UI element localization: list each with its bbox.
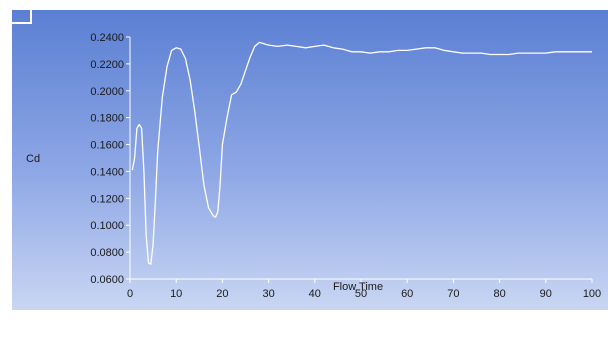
chart-svg: 0.0600 0.0800 0.1000 0.1200 0.1400 0.1600 0.18… bbox=[26, 32, 601, 300]
y-tick-label: 0.0600 bbox=[90, 274, 124, 286]
x-tick-label: 80 bbox=[493, 288, 505, 300]
axes bbox=[129, 37, 592, 280]
y-tick-label: 0.1600 bbox=[90, 140, 124, 152]
x-tick-label: 20 bbox=[216, 288, 228, 300]
x-tick-label: 30 bbox=[262, 288, 274, 300]
corner-mark bbox=[12, 10, 32, 24]
series-line bbox=[131, 41, 592, 265]
x-tick-label: 70 bbox=[447, 288, 459, 300]
y-tick-label: 0.2200 bbox=[90, 59, 124, 71]
x-tick-label: 100 bbox=[583, 288, 601, 300]
y-tick-label: 0.1200 bbox=[90, 193, 124, 205]
y-tick-label: 0.2000 bbox=[90, 86, 124, 98]
y-axis-ticks: 0.0600 0.0800 0.1000 0.1200 0.1400 0.1600 0.18… bbox=[90, 32, 130, 286]
x-tick-label: 50 bbox=[355, 288, 367, 300]
y-tick-label: 0.1800 bbox=[90, 113, 124, 125]
x-tick-label: 0 bbox=[127, 288, 133, 300]
x-tick-label: 90 bbox=[540, 288, 552, 300]
x-tick-label: 10 bbox=[170, 288, 182, 300]
x-axis-label: Flow Time bbox=[333, 281, 383, 293]
x-tick-label: 40 bbox=[309, 288, 321, 300]
y-tick-label: 0.1000 bbox=[90, 220, 124, 232]
y-axis-label: Cd bbox=[26, 153, 40, 165]
y-tick-label: 0.1400 bbox=[90, 166, 124, 178]
series-layer bbox=[131, 41, 592, 265]
plot-panel: 0.0600 0.0800 0.1000 0.1200 0.1400 0.1600 0.18… bbox=[12, 10, 608, 310]
x-axis-ticks: 0 10 20 30 40 50 60 70 80 90 100 bbox=[127, 279, 601, 300]
x-tick-label: 60 bbox=[401, 288, 413, 300]
y-tick-label: 0.2400 bbox=[90, 32, 124, 44]
y-tick-label: 0.0800 bbox=[90, 247, 124, 259]
